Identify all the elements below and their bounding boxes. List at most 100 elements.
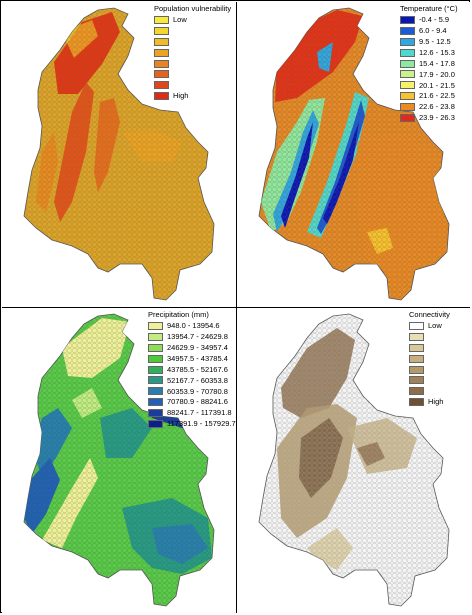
legend-label: 15.4 - 17.8 xyxy=(419,58,455,68)
legend-label: 21.6 - 22.5 xyxy=(419,91,455,101)
legend-swatch xyxy=(400,113,415,122)
legend-entry: 88241.7 - 117391.8 xyxy=(148,408,236,419)
legend-swatch xyxy=(148,409,163,418)
legend-entry: Low xyxy=(409,321,450,332)
legend-label: 13954.7 - 24629.8 xyxy=(167,332,228,342)
legend-swatch xyxy=(148,419,163,428)
legend-label: 22.6 - 23.8 xyxy=(419,102,455,112)
legend-entry xyxy=(154,80,231,91)
legend-label: 34957.5 - 43785.4 xyxy=(167,353,228,363)
legend-swatch xyxy=(148,376,163,385)
legend-entry: 15.4 - 17.8 xyxy=(400,58,458,69)
legend-entry: High xyxy=(409,397,450,408)
legend-entry: 17.9 - 20.0 xyxy=(400,69,458,80)
legend-label: 117391.9 - 157929.7 xyxy=(167,419,236,429)
legend-label: 24629.9 - 34957.4 xyxy=(167,342,228,352)
legend-entry: 9.5 - 12.5 xyxy=(400,36,458,47)
legend-entry: 43785.5 - 52167.6 xyxy=(148,364,236,375)
temperature-legend: Temperature (°C) -0.4 - 5.9 6.0 - 9.4 9.5 … xyxy=(400,5,458,123)
legend-entry xyxy=(409,386,450,397)
legend-entry xyxy=(409,364,450,375)
legend-label: 70780.9 - 88241.6 xyxy=(167,397,228,407)
legend-entry xyxy=(409,375,450,386)
legend-swatch xyxy=(148,398,163,407)
vulnerability-map xyxy=(23,7,215,301)
legend-swatch xyxy=(409,343,424,352)
legend-label: 23.9 - 26.3 xyxy=(419,113,455,123)
legend-entry: Low xyxy=(154,15,231,26)
legend-swatch xyxy=(409,332,424,341)
legend-label: High xyxy=(173,91,189,101)
legend-entry: High xyxy=(154,91,231,102)
legend-swatch xyxy=(409,321,424,330)
legend-entry xyxy=(154,69,231,80)
panel-temperature: Temperature (°C) -0.4 - 5.9 6.0 - 9.4 9.5 … xyxy=(237,2,470,308)
legend-swatch xyxy=(400,103,415,112)
legend-label: Low xyxy=(173,15,187,25)
panel-precipitation: Precipitation (mm) 948.0 - 13954.6 13954.… xyxy=(2,308,237,613)
legend-entry: -0.4 - 5.9 xyxy=(400,15,458,26)
legend-entry: 23.9 - 26.3 xyxy=(400,113,458,124)
legend-label: 17.9 - 20.0 xyxy=(419,69,455,79)
legend-entry xyxy=(154,47,231,58)
legend-title: Precipitation (mm) xyxy=(148,310,209,319)
legend-label: 20.1 - 21.5 xyxy=(419,80,455,90)
legend-swatch xyxy=(409,354,424,363)
legend-swatch xyxy=(400,15,415,24)
legend-entry xyxy=(409,331,450,342)
legend-entry: 12.6 - 15.3 xyxy=(400,47,458,58)
legend-swatch xyxy=(400,70,415,79)
legend-entry xyxy=(154,25,231,36)
legend-entry: 70780.9 - 88241.6 xyxy=(148,397,236,408)
legend-swatch xyxy=(148,354,163,363)
legend-entry xyxy=(409,353,450,364)
legend-label: Low xyxy=(428,321,442,331)
legend-title: Population vulnerability xyxy=(154,4,232,13)
legend-swatch xyxy=(400,26,415,35)
legend-swatch xyxy=(154,81,169,90)
legend-swatch xyxy=(409,376,424,385)
legend-swatch xyxy=(400,48,415,57)
legend-swatch xyxy=(400,92,415,101)
legend-entry: 20.1 - 21.5 xyxy=(400,80,458,91)
legend-swatch xyxy=(148,343,163,352)
legend-entry: 52167.7 - 60353.8 xyxy=(148,375,236,386)
panel-connectivity: Connectivity Low High xyxy=(237,308,470,613)
connectivity-legend: Connectivity Low High xyxy=(409,311,450,408)
legend-swatch xyxy=(154,92,169,101)
legend-swatch xyxy=(154,59,169,68)
legend-entry: 6.0 - 9.4 xyxy=(400,25,458,36)
legend-entry: 13954.7 - 24629.8 xyxy=(148,331,236,342)
legend-swatch xyxy=(148,365,163,374)
legend-entry: 34957.5 - 43785.4 xyxy=(148,353,236,364)
legend-swatch xyxy=(148,387,163,396)
legend-label: 88241.7 - 117391.8 xyxy=(167,408,232,418)
legend-label: 52167.7 - 60353.8 xyxy=(167,375,228,385)
temperature-map xyxy=(258,7,450,301)
panel-population-vulnerability: Population vulnerability Low High xyxy=(2,2,237,308)
legend-label: 6.0 - 9.4 xyxy=(419,26,447,36)
legend-label: High xyxy=(428,397,444,407)
legend-swatch xyxy=(409,365,424,374)
legend-swatch xyxy=(400,81,415,90)
legend-title: Temperature (°C) xyxy=(400,4,458,13)
legend-label: 9.5 - 12.5 xyxy=(419,36,451,46)
legend-swatch xyxy=(154,37,169,46)
legend-entry: 21.6 - 22.5 xyxy=(400,91,458,102)
legend-swatch xyxy=(400,59,415,68)
legend-swatch xyxy=(148,321,163,330)
legend-swatch xyxy=(154,48,169,57)
legend-swatch xyxy=(400,37,415,46)
legend-swatch xyxy=(409,387,424,396)
legend-title: Connectivity xyxy=(409,310,450,319)
legend-entry: 948.0 - 13954.6 xyxy=(148,321,236,332)
legend-label: 948.0 - 13954.6 xyxy=(167,321,220,331)
legend-entry xyxy=(409,342,450,353)
legend-entry xyxy=(154,36,231,47)
legend-swatch xyxy=(148,332,163,341)
vulnerability-legend: Population vulnerability Low High xyxy=(154,5,231,102)
precipitation-legend: Precipitation (mm) 948.0 - 13954.6 13954.… xyxy=(148,311,236,429)
legend-swatch xyxy=(409,398,424,407)
legend-entry: 22.6 - 23.8 xyxy=(400,102,458,113)
